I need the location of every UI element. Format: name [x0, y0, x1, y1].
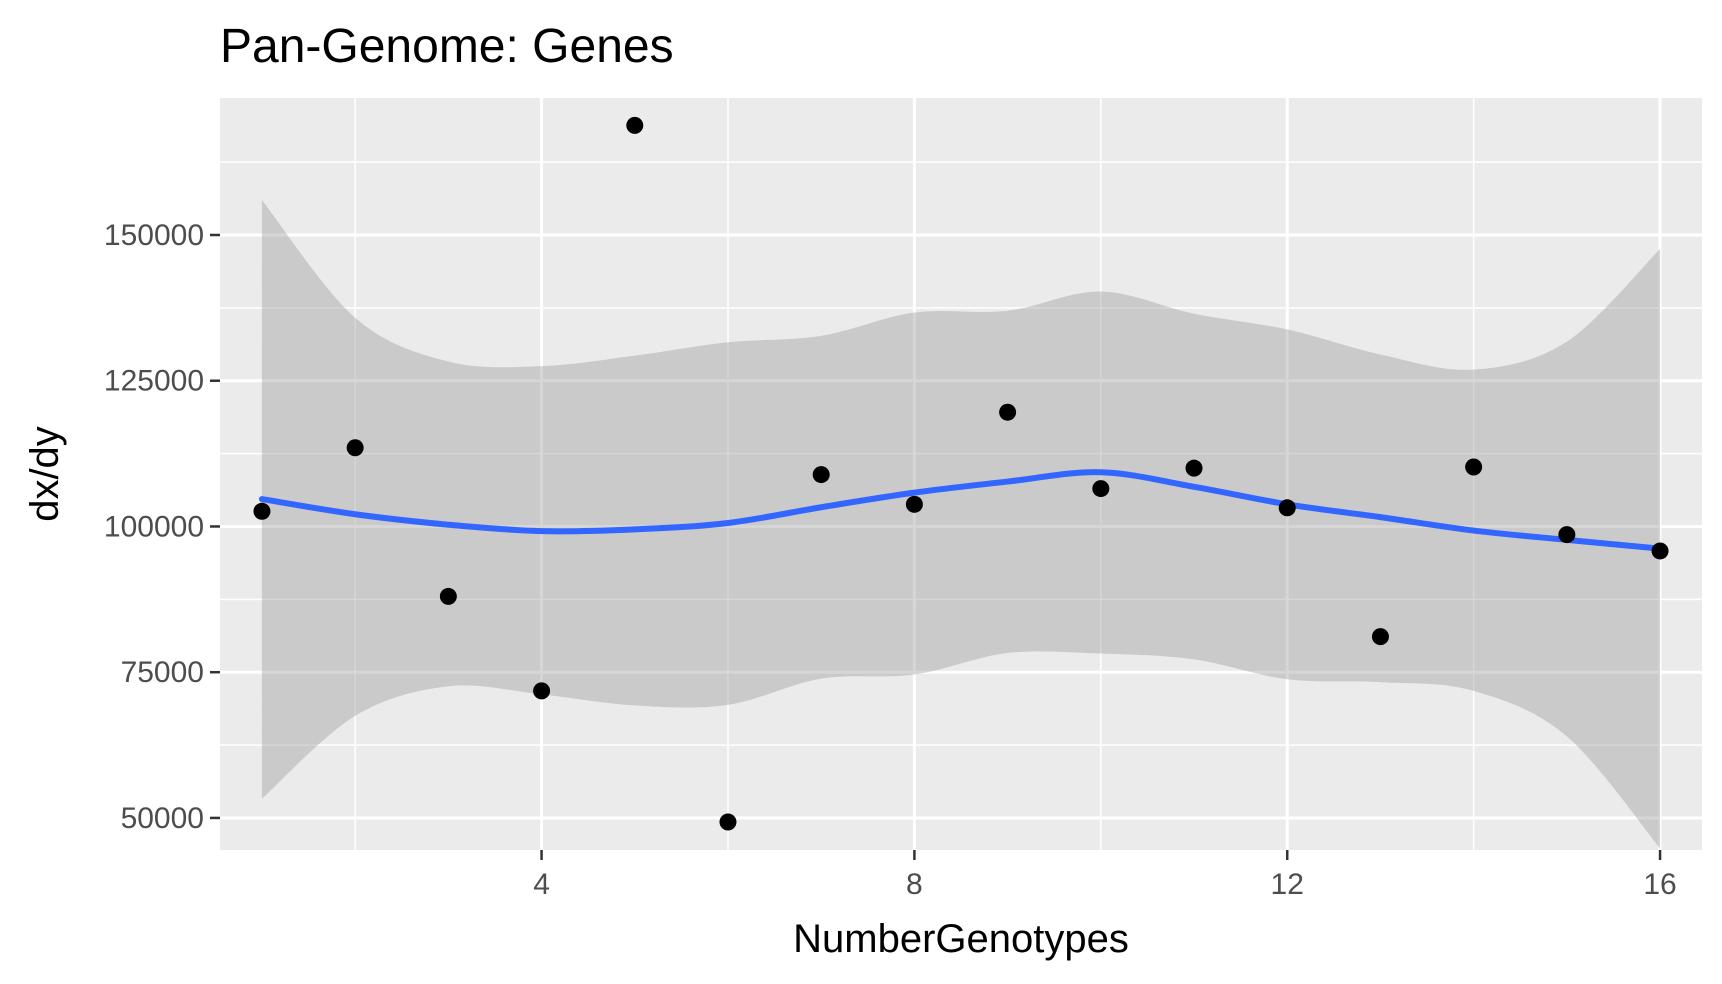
smooth-line [258, 469, 1664, 552]
y-tick-label: 100000 [104, 510, 204, 543]
chart-title: Pan-Genome: Genes [220, 20, 674, 73]
data-point [905, 495, 923, 513]
data-point [253, 502, 271, 520]
data-point [626, 116, 644, 134]
x-tick-label: 4 [533, 868, 550, 901]
y-axis: 50000 75000 100000 125000 150000 [104, 219, 220, 835]
data-point [1371, 628, 1389, 646]
confidence-band [261, 200, 1661, 849]
data-point [999, 403, 1017, 421]
x-tick-label: 12 [1271, 868, 1304, 901]
data-point [1558, 526, 1576, 544]
y-tick-label: 150000 [104, 219, 204, 252]
data-point [1651, 542, 1669, 560]
data-point [1278, 499, 1296, 517]
y-tick-label: 50000 [121, 802, 204, 835]
data-point [533, 682, 551, 700]
data-point [346, 439, 364, 457]
plot-panel [220, 98, 1702, 850]
data-point [1465, 458, 1483, 476]
y-tick-label: 125000 [104, 365, 204, 398]
x-tick-label: 8 [906, 868, 923, 901]
confidence-band-layer [261, 200, 1661, 849]
x-axis: 4 8 12 16 [533, 850, 1677, 901]
x-tick-label: 16 [1643, 868, 1676, 901]
data-point [439, 587, 457, 605]
data-point [719, 813, 737, 831]
scatter-points [253, 116, 1669, 831]
data-point [1092, 480, 1110, 498]
y-tick-label: 75000 [121, 656, 204, 689]
x-axis-title: NumberGenotypes [793, 917, 1129, 961]
data-point [1185, 459, 1203, 477]
y-axis-title: dx/dy [23, 426, 67, 522]
smooth-line-layer [258, 469, 1664, 552]
data-point [812, 466, 830, 484]
